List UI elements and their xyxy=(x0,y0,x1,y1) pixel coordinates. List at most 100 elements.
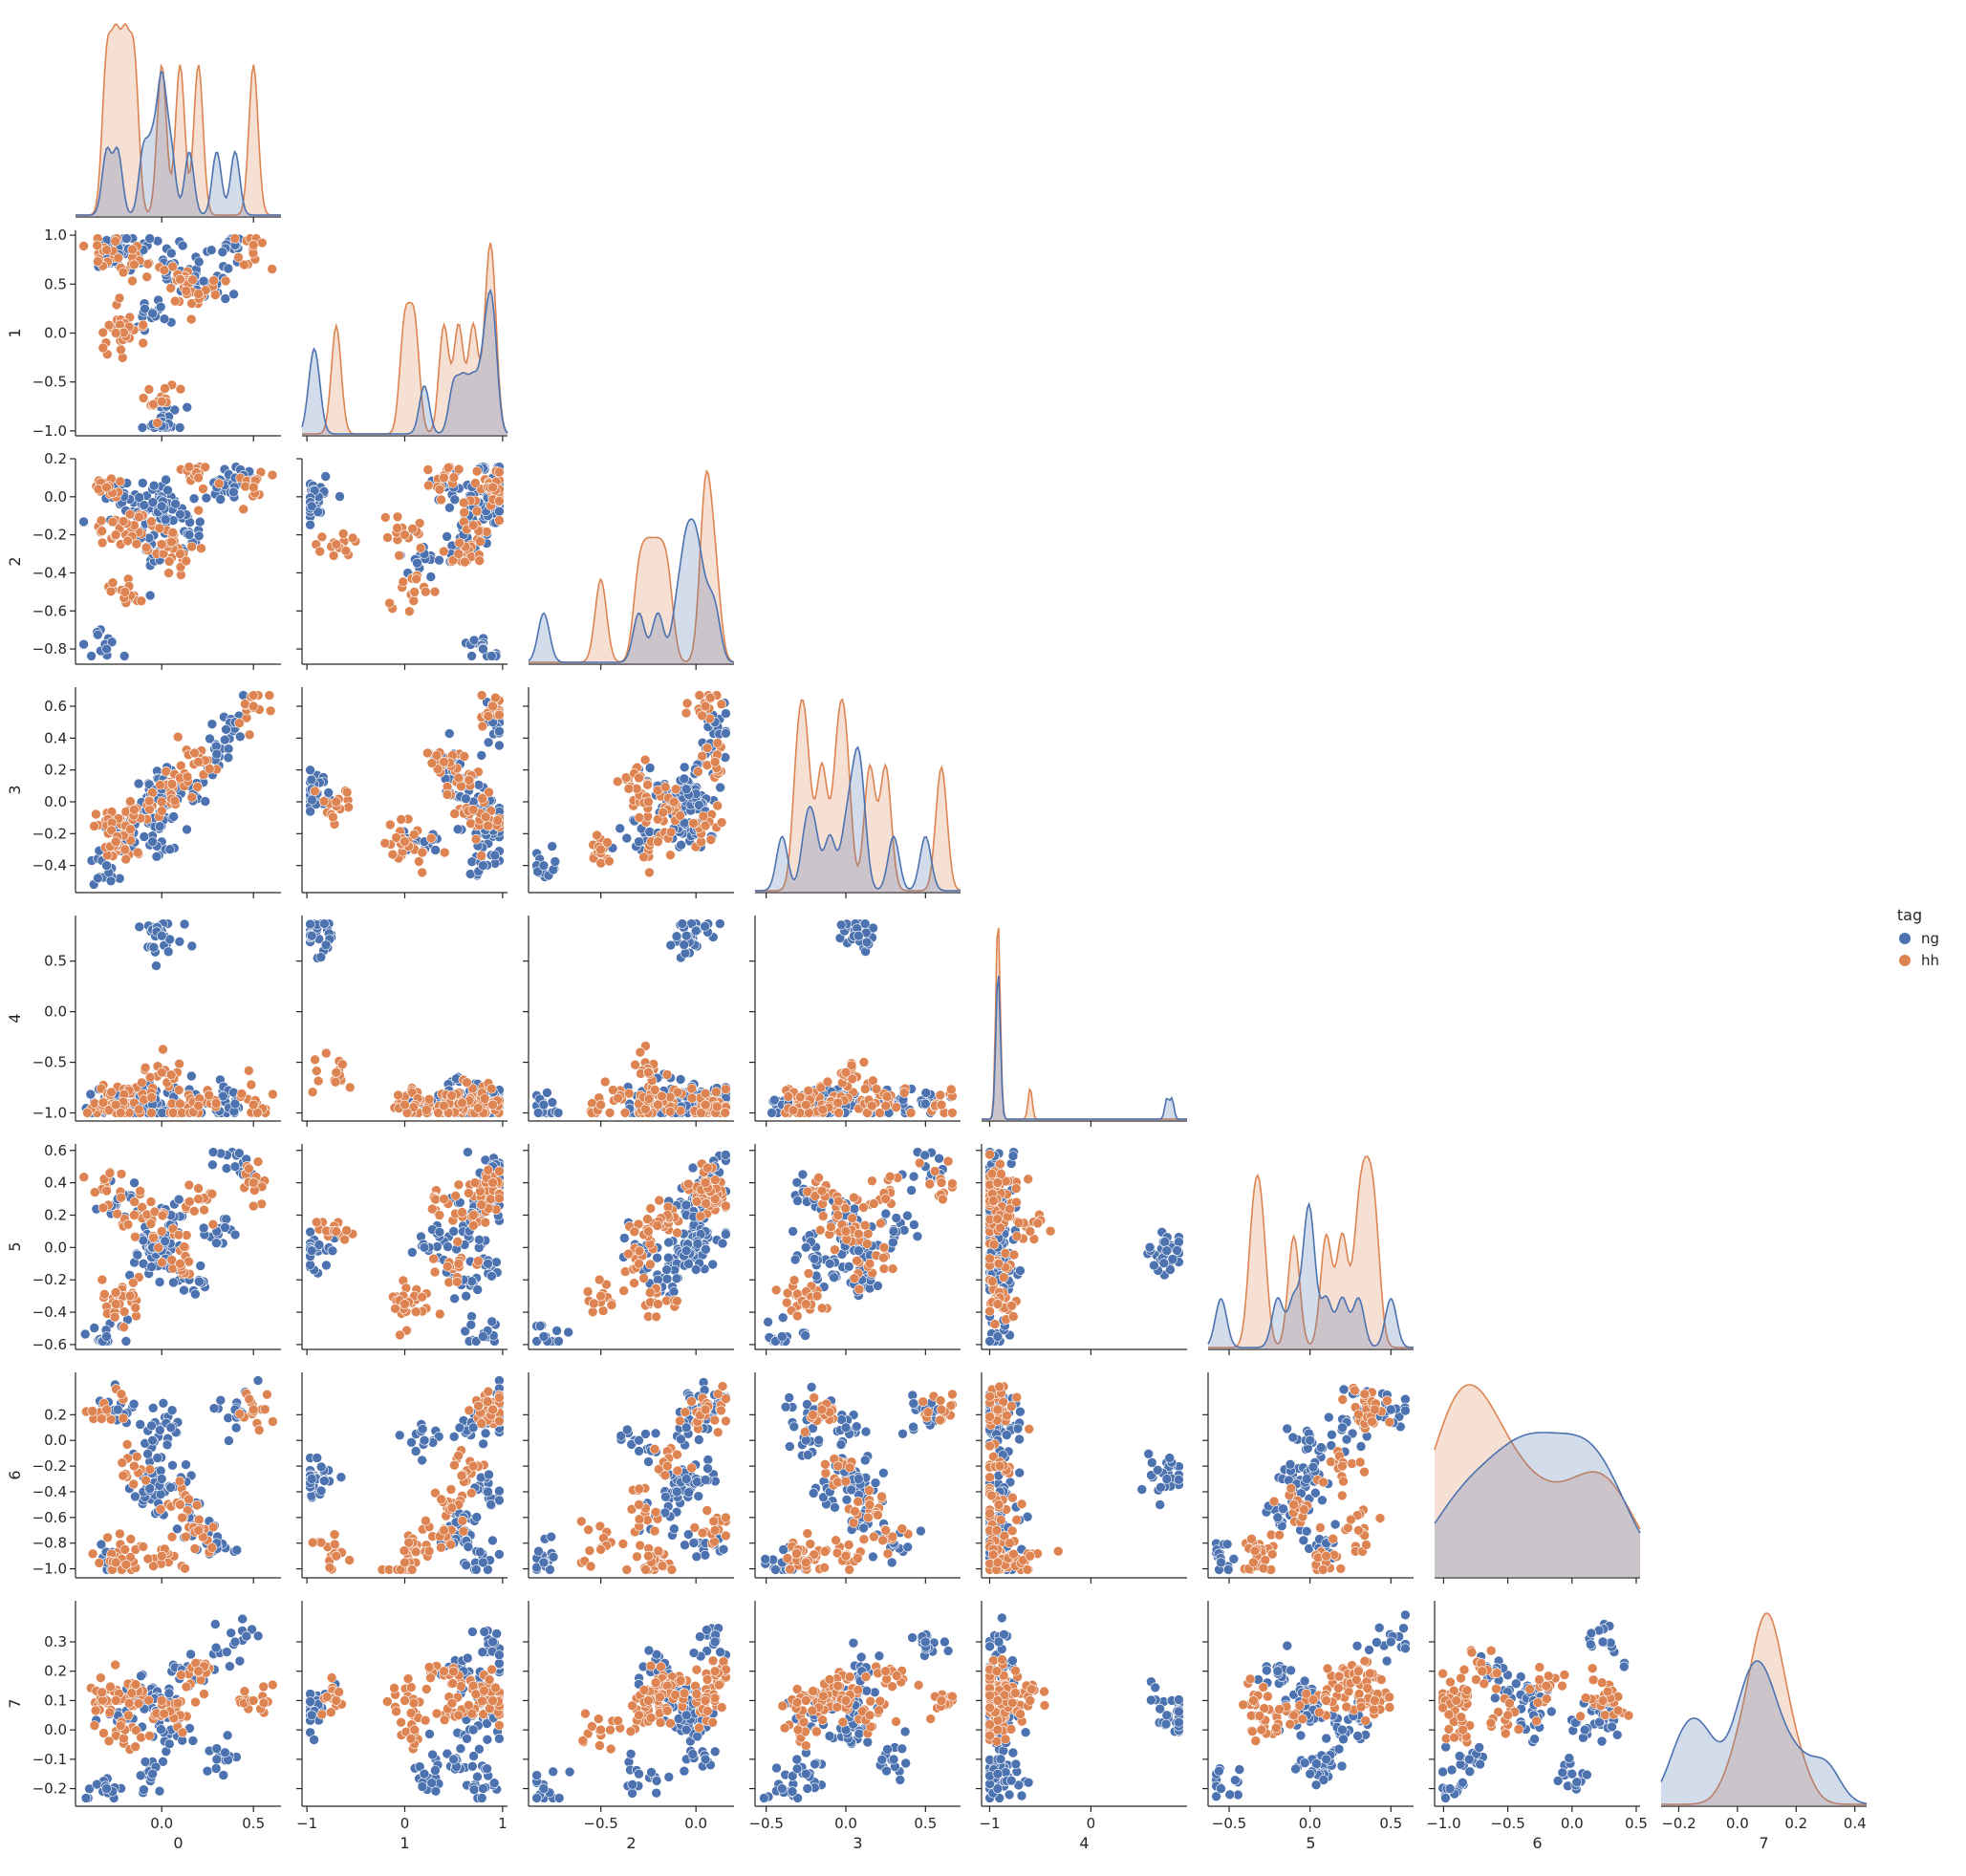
scatter-point-ng xyxy=(305,765,315,776)
scatter-point-hh xyxy=(339,1234,350,1245)
scatter-point-ng xyxy=(671,931,682,942)
scatter-point-ng xyxy=(305,1226,315,1238)
scatter-point-hh xyxy=(97,537,108,549)
scatter-point-hh xyxy=(417,867,428,878)
scatter-point-ng xyxy=(448,1432,460,1442)
scatter-point-hh xyxy=(408,829,420,840)
scatter-point-hh xyxy=(456,1470,467,1481)
scatter-point-ng xyxy=(547,841,558,852)
scatter-point-hh xyxy=(853,1283,865,1295)
scatter-point-hh xyxy=(686,1083,698,1094)
scatter-point-hh xyxy=(175,383,186,395)
y-tick-label: 0.0 xyxy=(44,793,67,810)
scatter-point-ng xyxy=(891,1213,902,1223)
scatter-point-hh xyxy=(1045,1225,1056,1237)
y-tick-label: 0.2 xyxy=(44,1206,67,1223)
scatter-point-hh xyxy=(140,1475,151,1486)
scatter-point-ng xyxy=(194,1276,205,1287)
scatter-point-ng xyxy=(486,1316,498,1327)
scatter-point-ng xyxy=(663,1237,674,1248)
scatter-point-ng xyxy=(888,1226,899,1237)
scatter-point-ng xyxy=(480,1428,491,1439)
kde-fill-ng xyxy=(982,976,1187,1121)
scatter-point-hh xyxy=(114,292,125,304)
scatter-point-hh xyxy=(881,1091,893,1102)
scatter-point-hh xyxy=(449,1459,460,1471)
scatter-point-hh xyxy=(434,484,445,495)
scatter-point-hh xyxy=(464,774,475,786)
scatter-point-hh xyxy=(331,1067,342,1078)
scatter-point-hh xyxy=(604,855,615,867)
panel-4-3 xyxy=(749,916,961,1127)
scatter-point-hh xyxy=(475,536,486,547)
scatter-point-hh xyxy=(657,1090,667,1102)
scatter-point-hh xyxy=(788,1105,799,1116)
scatter-point-hh xyxy=(127,275,138,287)
scatter-point-hh xyxy=(138,337,148,349)
scatter-point-ng xyxy=(688,1538,700,1548)
scatter-point-ng xyxy=(681,1474,692,1484)
y-tick-label: 0.2 xyxy=(44,1406,67,1423)
y-tick-label: 0.0 xyxy=(44,1239,67,1256)
panel-3-1 xyxy=(296,687,508,898)
scatter-point-hh xyxy=(476,1199,487,1210)
scatter-point-hh xyxy=(487,701,498,712)
scatter-point-hh xyxy=(898,1088,910,1098)
scatter-point-hh xyxy=(167,527,179,538)
y-tick-label: 0.4 xyxy=(44,729,67,746)
scatter-point-ng xyxy=(880,1208,892,1219)
scatter-point-ng xyxy=(195,1261,206,1271)
scatter-point-hh xyxy=(887,1263,898,1274)
scatter-point-hh xyxy=(134,1104,144,1115)
scatter-point-ng xyxy=(306,930,317,941)
scatter-point-ng xyxy=(548,1551,559,1563)
scatter-point-hh xyxy=(439,472,449,484)
scatter-point-hh xyxy=(634,812,645,823)
scatter-point-ng xyxy=(484,1469,494,1480)
scatter-point-ng xyxy=(693,1491,704,1501)
scatter-point-hh xyxy=(1005,1203,1015,1215)
scatter-point-ng xyxy=(182,401,192,413)
scatter-point-hh xyxy=(712,738,724,748)
panel-5-1 xyxy=(296,1144,508,1355)
scatter-point-hh xyxy=(175,549,185,559)
scatter-point-hh xyxy=(487,1404,498,1415)
scatter-point-hh xyxy=(259,1404,270,1414)
scatter-point-hh xyxy=(144,1072,156,1083)
scatter-point-hh xyxy=(116,1192,126,1203)
scatter-point-hh xyxy=(702,743,713,754)
scatter-point-hh xyxy=(341,1225,352,1236)
scatter-point-hh xyxy=(78,241,89,251)
y-tick-label: −0.2 xyxy=(32,1457,67,1475)
scatter-point-ng xyxy=(668,1523,680,1534)
scatter-point-ng xyxy=(137,422,148,433)
scatter-point-hh xyxy=(158,1044,168,1055)
scatter-point-ng xyxy=(86,651,97,661)
scatter-point-ng xyxy=(843,1261,854,1272)
scatter-point-hh xyxy=(252,1156,264,1167)
scatter-point-ng xyxy=(471,1512,483,1522)
scatter-point-ng xyxy=(139,831,150,842)
scatter-point-hh xyxy=(623,1248,634,1260)
scatter-point-ng xyxy=(93,629,103,640)
scatter-point-hh xyxy=(449,809,461,819)
scatter-point-hh xyxy=(422,480,434,491)
scatter-point-hh xyxy=(184,462,195,472)
scatter-point-ng xyxy=(182,824,192,835)
scatter-point-hh xyxy=(880,1100,892,1111)
scatter-point-hh xyxy=(486,1083,497,1094)
scatter-point-ng xyxy=(158,1398,169,1409)
scatter-point-ng xyxy=(112,1404,123,1415)
scatter-point-hh xyxy=(480,1217,491,1228)
scatter-point-ng xyxy=(474,1235,485,1245)
scatter-point-ng xyxy=(906,1185,917,1196)
scatter-point-hh xyxy=(858,1057,870,1067)
scatter-point-hh xyxy=(110,1287,121,1298)
scatter-point-hh xyxy=(800,1299,811,1309)
scatter-point-ng xyxy=(160,514,171,526)
scatter-point-hh xyxy=(186,541,197,552)
scatter-point-ng xyxy=(692,1239,703,1249)
scatter-point-ng xyxy=(466,1311,477,1322)
scatter-point-ng xyxy=(327,1245,338,1257)
scatter-point-ng xyxy=(466,651,477,661)
